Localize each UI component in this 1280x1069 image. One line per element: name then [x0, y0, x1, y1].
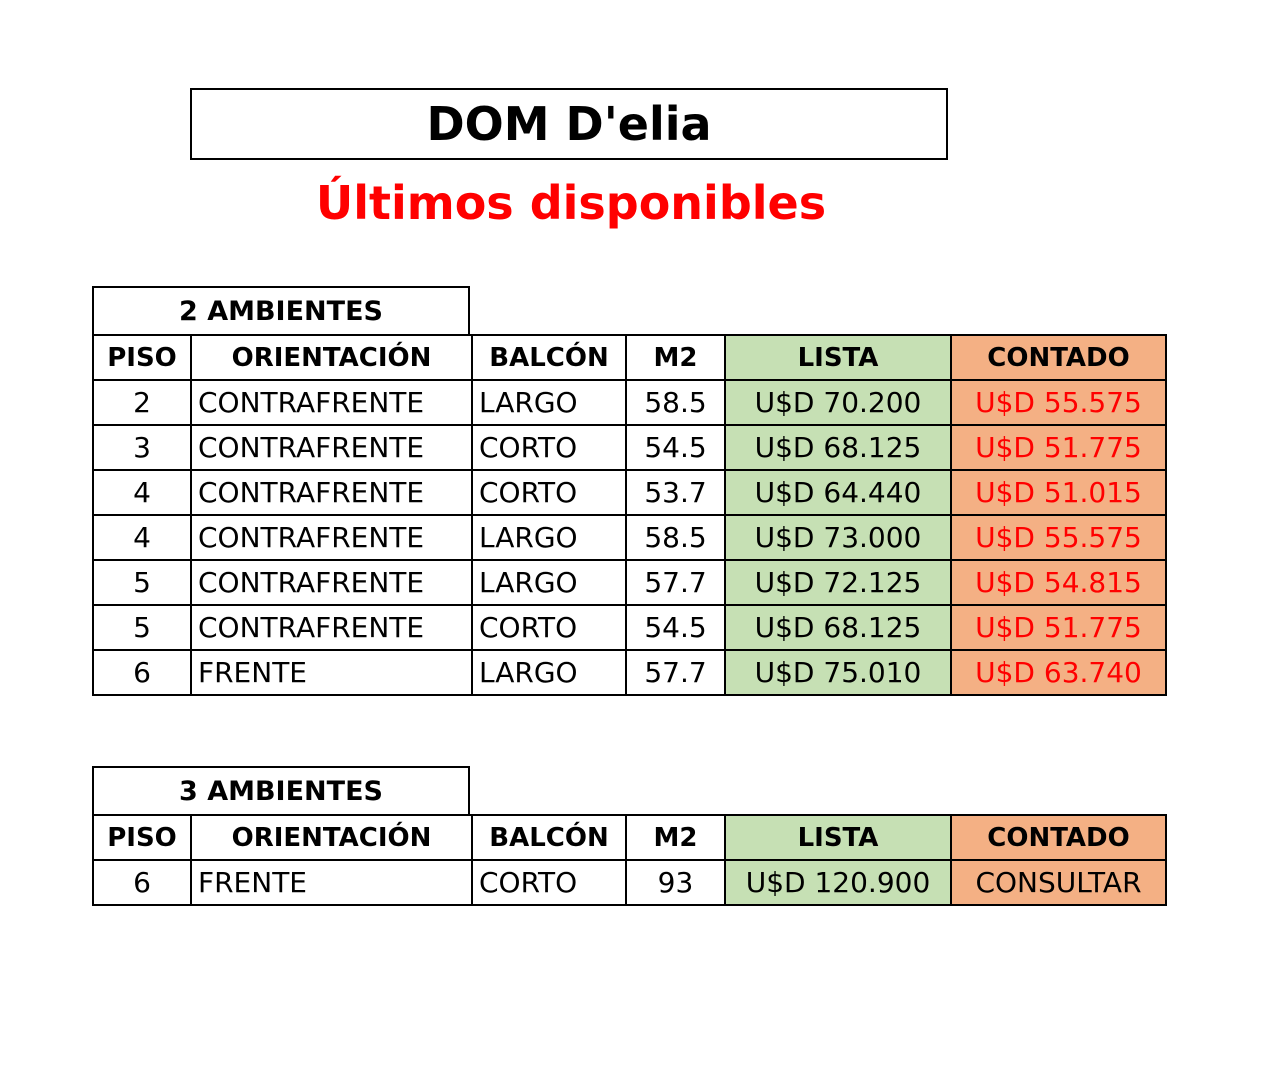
column-header-contado: CONTADO: [950, 814, 1167, 861]
cell-lista: U$D 73.000: [724, 514, 952, 561]
column-header-lista: LISTA: [724, 814, 952, 861]
table-2-ambientes: 2 AMBIENTES PISO ORIENTACIÓN BALCÓN M2 L…: [92, 286, 1167, 696]
page-title: DOM D'elia: [190, 88, 948, 160]
table-row: 5 CONTRAFRENTE CORTO 54.5 U$D 68.125 U$D 51.7…: [92, 604, 1167, 651]
column-header-lista: LISTA: [724, 334, 952, 381]
cell-balcon: CORTO: [471, 424, 627, 471]
table-row: 4 CONTRAFRENTE CORTO 53.7 U$D 64.440 U$D 51.0…: [92, 469, 1167, 516]
cell-m2: 54.5: [625, 604, 726, 651]
column-header-m2: M2: [625, 814, 726, 861]
cell-contado: U$D 55.575: [950, 379, 1167, 426]
cell-piso: 2: [92, 379, 192, 426]
cell-contado: U$D 51.775: [950, 424, 1167, 471]
cell-balcon: LARGO: [471, 379, 627, 426]
cell-piso: 4: [92, 469, 192, 516]
cell-balcon: LARGO: [471, 514, 627, 561]
cell-orientacion: CONTRAFRENTE: [190, 514, 473, 561]
cell-orientacion: FRENTE: [190, 859, 473, 906]
table-body: 6 FRENTE CORTO 93 U$D 120.900 CONSULTAR: [92, 859, 1167, 906]
group-label-3-ambientes: 3 AMBIENTES: [92, 766, 470, 814]
column-header-balcon: BALCÓN: [471, 334, 627, 381]
cell-m2: 93: [625, 859, 726, 906]
cell-piso: 4: [92, 514, 192, 561]
header-row: PISO ORIENTACIÓN BALCÓN M2 LISTA CONTADO: [92, 814, 1167, 861]
cell-contado: CONSULTAR: [950, 859, 1167, 906]
column-header-orientacion: ORIENTACIÓN: [190, 814, 473, 861]
cell-lista: U$D 75.010: [724, 649, 952, 696]
cell-contado: U$D 54.815: [950, 559, 1167, 606]
cell-contado: U$D 63.740: [950, 649, 1167, 696]
page-subtitle: Últimos disponibles: [315, 176, 827, 230]
cell-m2: 58.5: [625, 379, 726, 426]
cell-m2: 57.7: [625, 559, 726, 606]
header-row: PISO ORIENTACIÓN BALCÓN M2 LISTA CONTADO: [92, 334, 1167, 381]
column-header-piso: PISO: [92, 814, 192, 861]
table-body: 2 CONTRAFRENTE LARGO 58.5 U$D 70.200 U$D 55.5…: [92, 379, 1167, 696]
column-header-m2: M2: [625, 334, 726, 381]
column-header-contado: CONTADO: [950, 334, 1167, 381]
cell-balcon: CORTO: [471, 469, 627, 516]
cell-balcon: LARGO: [471, 559, 627, 606]
cell-piso: 6: [92, 649, 192, 696]
cell-contado: U$D 55.575: [950, 514, 1167, 561]
cell-balcon: CORTO: [471, 859, 627, 906]
cell-m2: 53.7: [625, 469, 726, 516]
table-row: 3 CONTRAFRENTE CORTO 54.5 U$D 68.125 U$D 51.7…: [92, 424, 1167, 471]
column-header-balcon: BALCÓN: [471, 814, 627, 861]
cell-piso: 3: [92, 424, 192, 471]
cell-orientacion: CONTRAFRENTE: [190, 379, 473, 426]
cell-piso: 5: [92, 604, 192, 651]
cell-piso: 6: [92, 859, 192, 906]
cell-m2: 54.5: [625, 424, 726, 471]
table-row: 2 CONTRAFRENTE LARGO 58.5 U$D 70.200 U$D 55.5…: [92, 379, 1167, 426]
group-label-2-ambientes: 2 AMBIENTES: [92, 286, 470, 334]
cell-orientacion: CONTRAFRENTE: [190, 604, 473, 651]
column-header-piso: PISO: [92, 334, 192, 381]
cell-orientacion: CONTRAFRENTE: [190, 559, 473, 606]
cell-piso: 5: [92, 559, 192, 606]
cell-balcon: CORTO: [471, 604, 627, 651]
cell-balcon: LARGO: [471, 649, 627, 696]
cell-lista: U$D 64.440: [724, 469, 952, 516]
cell-contado: U$D 51.015: [950, 469, 1167, 516]
cell-lista: U$D 120.900: [724, 859, 952, 906]
cell-orientacion: CONTRAFRENTE: [190, 424, 473, 471]
cell-m2: 57.7: [625, 649, 726, 696]
cell-lista: U$D 70.200: [724, 379, 952, 426]
table-row: 4 CONTRAFRENTE LARGO 58.5 U$D 73.000 U$D 55.5…: [92, 514, 1167, 561]
cell-orientacion: CONTRAFRENTE: [190, 469, 473, 516]
price-table: PISO ORIENTACIÓN BALCÓN M2 LISTA CONTADO…: [92, 814, 1167, 906]
column-header-orientacion: ORIENTACIÓN: [190, 334, 473, 381]
cell-lista: U$D 68.125: [724, 424, 952, 471]
cell-m2: 58.5: [625, 514, 726, 561]
table-row: 6 FRENTE LARGO 57.7 U$D 75.010 U$D 63.740: [92, 649, 1167, 696]
cell-lista: U$D 72.125: [724, 559, 952, 606]
table-row: 5 CONTRAFRENTE LARGO 57.7 U$D 72.125 U$D 54.8…: [92, 559, 1167, 606]
cell-contado: U$D 51.775: [950, 604, 1167, 651]
price-table: PISO ORIENTACIÓN BALCÓN M2 LISTA CONTADO…: [92, 334, 1167, 696]
table-3-ambientes: 3 AMBIENTES PISO ORIENTACIÓN BALCÓN M2 L…: [92, 766, 1167, 906]
table-row: 6 FRENTE CORTO 93 U$D 120.900 CONSULTAR: [92, 859, 1167, 906]
cell-lista: U$D 68.125: [724, 604, 952, 651]
cell-orientacion: FRENTE: [190, 649, 473, 696]
